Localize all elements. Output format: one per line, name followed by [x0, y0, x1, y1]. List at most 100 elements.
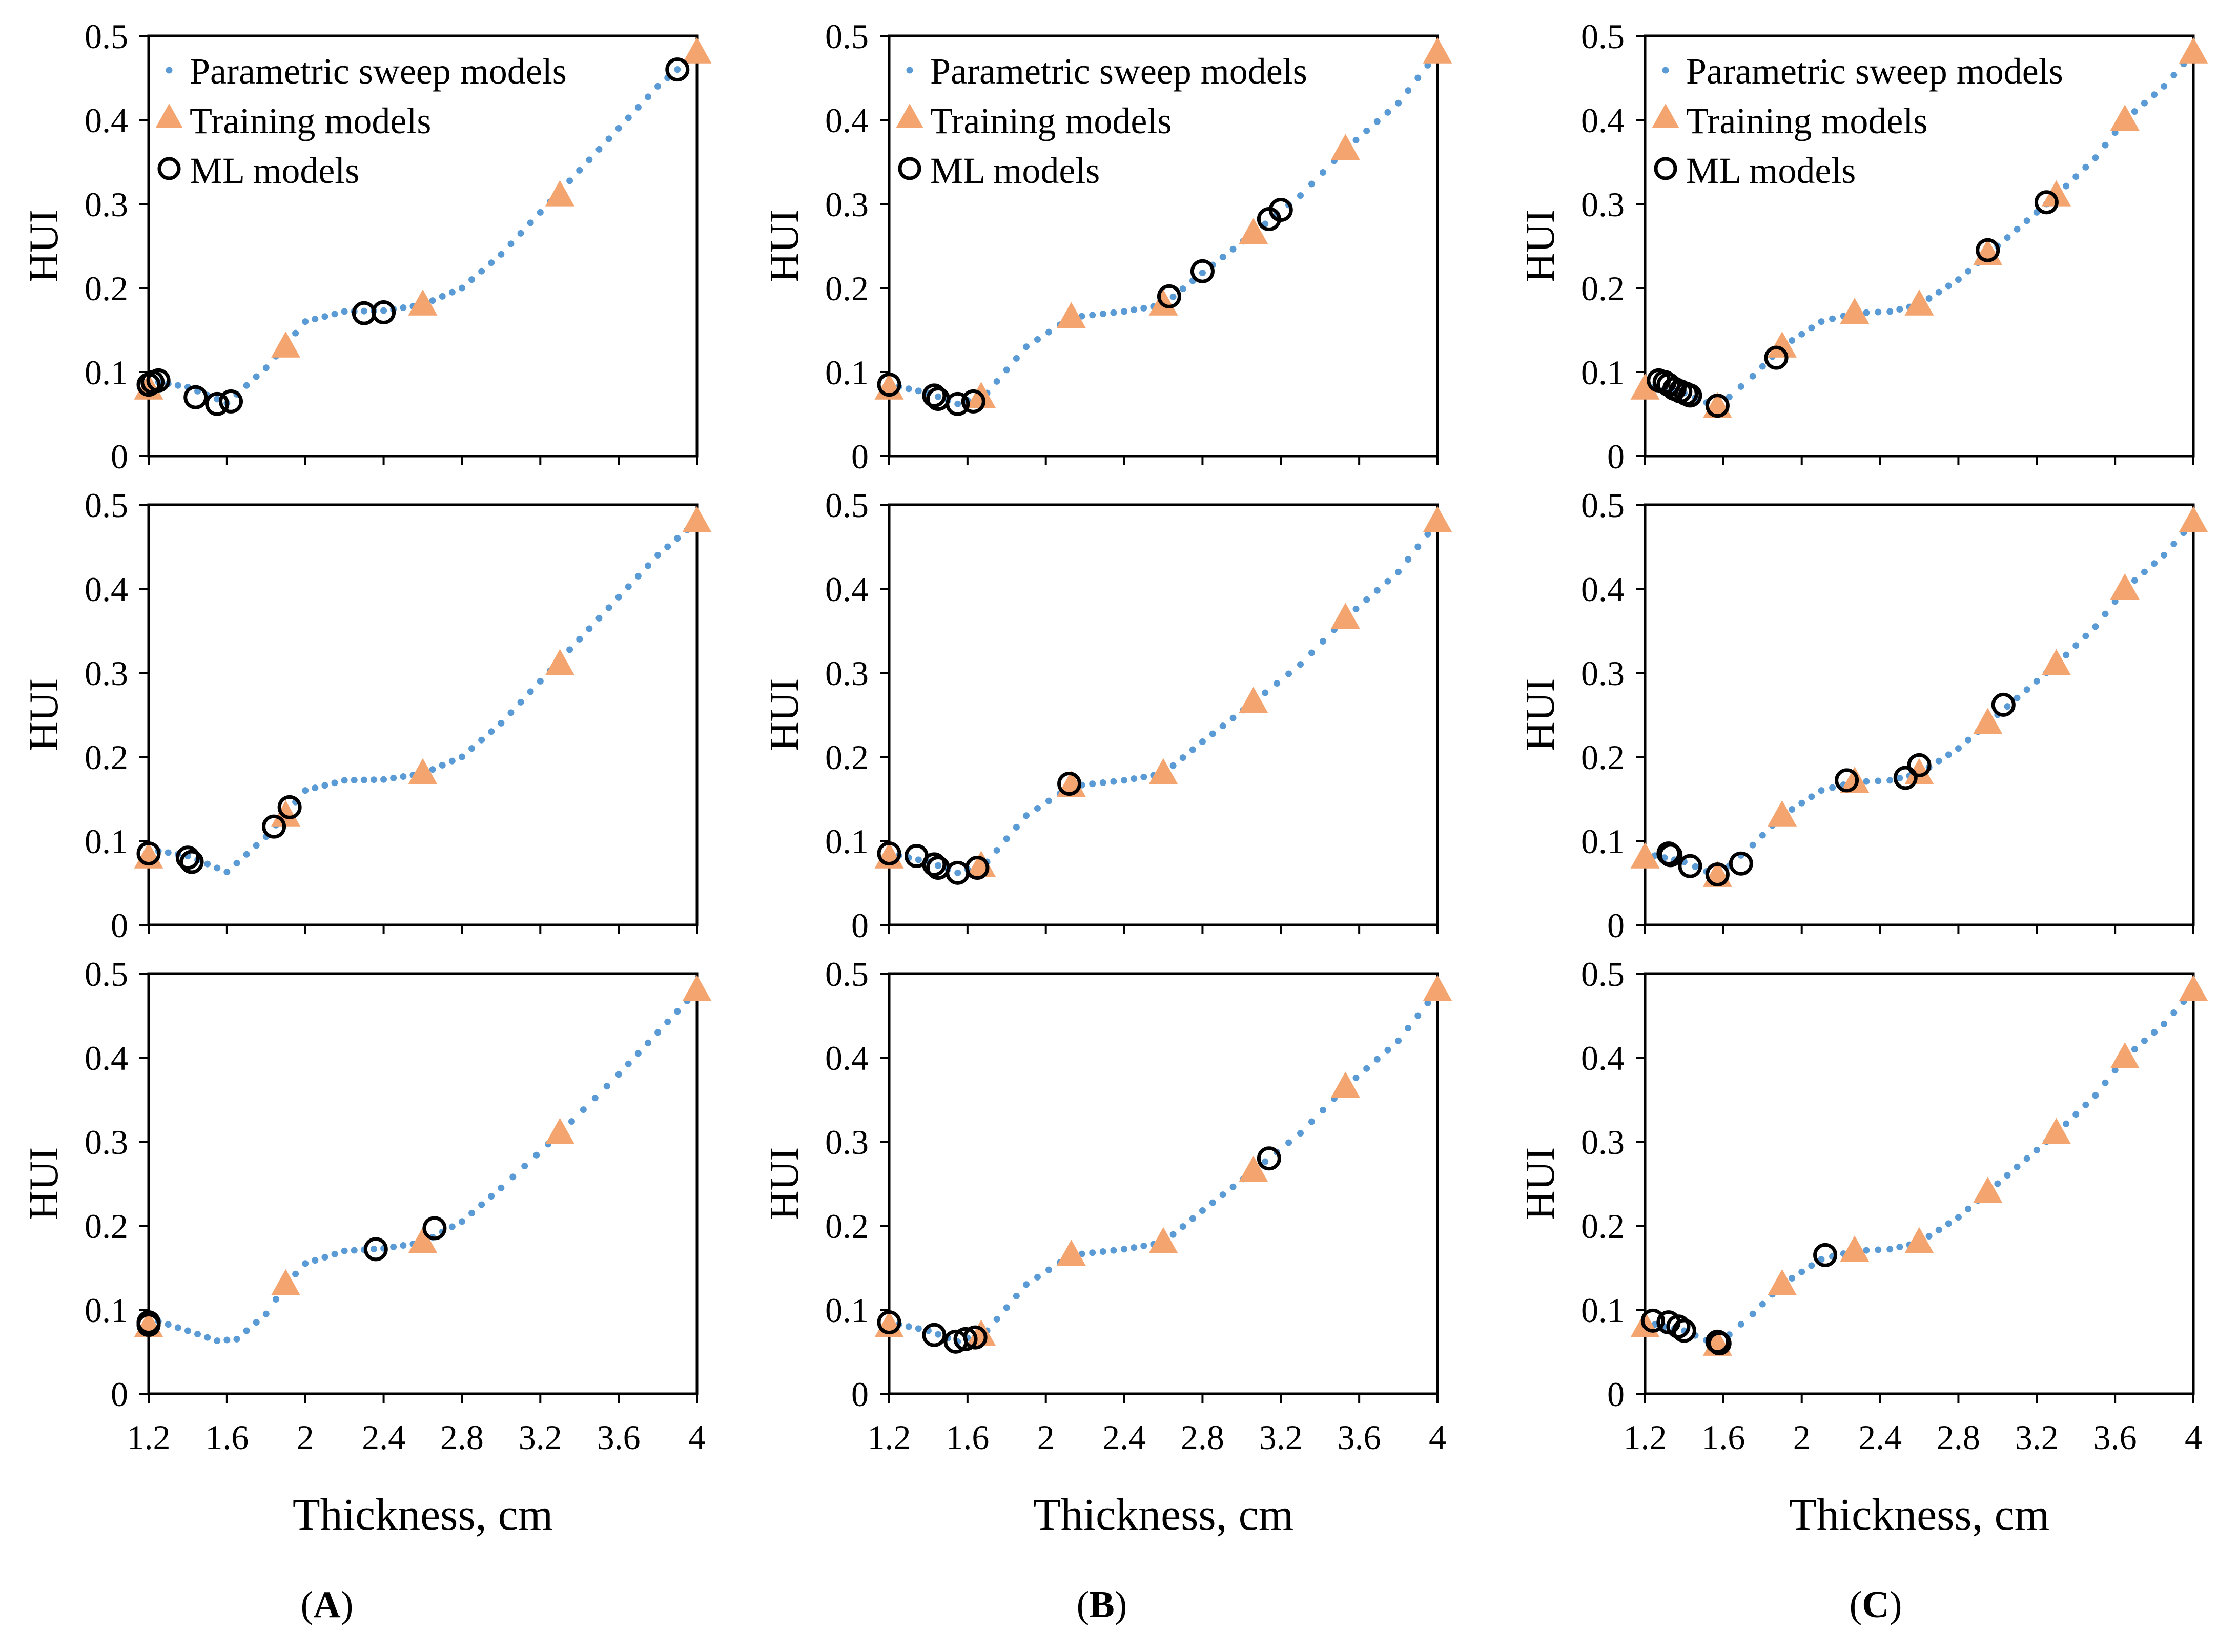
- x-tick-label: 2: [297, 1418, 314, 1457]
- sweep-point: [603, 1083, 610, 1090]
- ml-point: [1907, 753, 1932, 777]
- sweep-point: [1131, 1244, 1138, 1251]
- sweep-point: [1308, 180, 1315, 188]
- training-point: [2110, 105, 2140, 131]
- sweep-point: [243, 851, 250, 858]
- sweep-point: [1759, 1300, 1766, 1308]
- training-point: [1148, 1227, 1178, 1253]
- y-tick-label: 0: [1607, 437, 1625, 476]
- plot-frame: [1644, 34, 2195, 458]
- sweep-point: [302, 787, 309, 794]
- ml-point: [2034, 190, 2059, 215]
- legend: Parametric sweep models Training models ML…: [1652, 51, 2063, 191]
- training-point: [408, 1227, 438, 1253]
- sweep-point: [625, 1060, 632, 1067]
- x-tick-label: 2.4: [362, 1418, 405, 1457]
- sweep-point: [1189, 1215, 1196, 1222]
- panel-9: 0 0.1 0.2 0.3 0.4 0.5 1.2 1.6 2 2.4 2.8 3.2 3.6 4 HUI T…: [1518, 955, 2208, 1540]
- ml-point: [372, 300, 396, 325]
- sweep-point: [1726, 394, 1733, 401]
- sweep-point: [1945, 1220, 1952, 1227]
- sweep-point: [2161, 1020, 2168, 1027]
- sweep-point: [1875, 308, 1882, 316]
- sweep-point: [1078, 1250, 1085, 1257]
- sweep-point: [664, 543, 671, 550]
- sweep-point: [1935, 757, 1942, 765]
- sweep-point: [1363, 596, 1370, 603]
- sweep-point: [1749, 841, 1756, 849]
- sweep-point: [2170, 1009, 2178, 1017]
- sweep-point: [1169, 293, 1177, 300]
- y-tick-label: 0: [851, 1375, 869, 1414]
- x-tick-label: 1.2: [127, 1418, 171, 1457]
- ml-point: [1057, 771, 1082, 796]
- training-point: [1056, 302, 1086, 328]
- panel-6: 0 0.1 0.2 0.3 0.4 0.5 HUI: [1518, 486, 2208, 945]
- x-tick-label: 3.6: [1338, 1418, 1381, 1457]
- x-tick-label: 3.6: [597, 1418, 641, 1457]
- y-tick-label: 0.2: [825, 269, 869, 308]
- sweep-point: [429, 766, 436, 773]
- x-tick-label: 2.4: [1858, 1418, 1902, 1457]
- sweep-point: [591, 1095, 599, 1102]
- y-tick-label: 0.5: [1581, 17, 1625, 56]
- sweep-point: [915, 1325, 922, 1332]
- sweep-point: [478, 1201, 485, 1208]
- sweep-point: [605, 135, 612, 142]
- sweep-point: [1373, 1056, 1381, 1063]
- ml-point: [146, 368, 171, 393]
- plot-frame: [147, 972, 699, 1395]
- y-tick-label: 0.1: [85, 1291, 128, 1330]
- sweep-point: [2063, 651, 2070, 658]
- sweep-point: [1319, 1107, 1326, 1113]
- sweep-point: [1414, 74, 1422, 81]
- sweep-point: [1749, 373, 1756, 380]
- y-tick-label: 0.4: [825, 1039, 869, 1078]
- y-tick-label: 0.5: [1581, 955, 1625, 994]
- sweep-point: [1749, 1310, 1756, 1317]
- training-point: [1904, 758, 1934, 784]
- sweep-point: [370, 1246, 377, 1253]
- column-label-a: (A): [300, 1584, 354, 1626]
- sweep-point: [1179, 1223, 1186, 1230]
- sweep-point: [1110, 309, 1117, 316]
- sweep-point: [654, 551, 662, 559]
- legend-sweep-marker: [1662, 67, 1669, 74]
- sweep-point: [1955, 1214, 1962, 1221]
- sweep-point: [1078, 313, 1085, 320]
- sweep-point: [954, 400, 961, 407]
- training-point: [545, 180, 574, 206]
- y-tick-label: 0.2: [85, 269, 128, 308]
- sweep-point: [468, 745, 476, 752]
- sweep-point: [1875, 1246, 1882, 1253]
- ml-point: [219, 389, 243, 414]
- panel-2: 0 0.1 0.2 0.3 0.4 0.5 HUI Parametric sweep mode…: [762, 17, 1452, 476]
- sweep-point: [1140, 304, 1147, 312]
- sweep-point: [1179, 754, 1186, 761]
- y-tick-label: 0.2: [85, 738, 128, 777]
- legend-ml-marker: [1654, 157, 1677, 180]
- sweep-point: [2170, 541, 2178, 548]
- plot-frame: [1644, 503, 2195, 926]
- sweep-point: [2023, 1155, 2030, 1162]
- training-point: [1973, 708, 2003, 734]
- y-tick-label: 0.4: [85, 101, 128, 140]
- sweep-point: [1414, 543, 1422, 550]
- sweep-point: [448, 1223, 456, 1230]
- sweep-point: [1099, 311, 1106, 318]
- ml-point: [1666, 1314, 1691, 1339]
- sweep-point: [488, 728, 495, 735]
- sweep-point: [488, 1193, 495, 1200]
- sweep-point: [341, 777, 348, 784]
- ml-point: [205, 391, 230, 416]
- sweep-point: [488, 259, 495, 266]
- y-axis-label: HUI: [762, 210, 807, 282]
- training-point: [408, 289, 438, 316]
- y-axis-label: HUI: [22, 210, 67, 282]
- sweep-point: [1209, 730, 1216, 737]
- ml-point: [1707, 1331, 1732, 1356]
- sweep-point: [993, 378, 1000, 385]
- sweep-point: [566, 646, 573, 653]
- x-tick-label: 2.8: [1937, 1418, 1980, 1457]
- training-point: [545, 1118, 574, 1144]
